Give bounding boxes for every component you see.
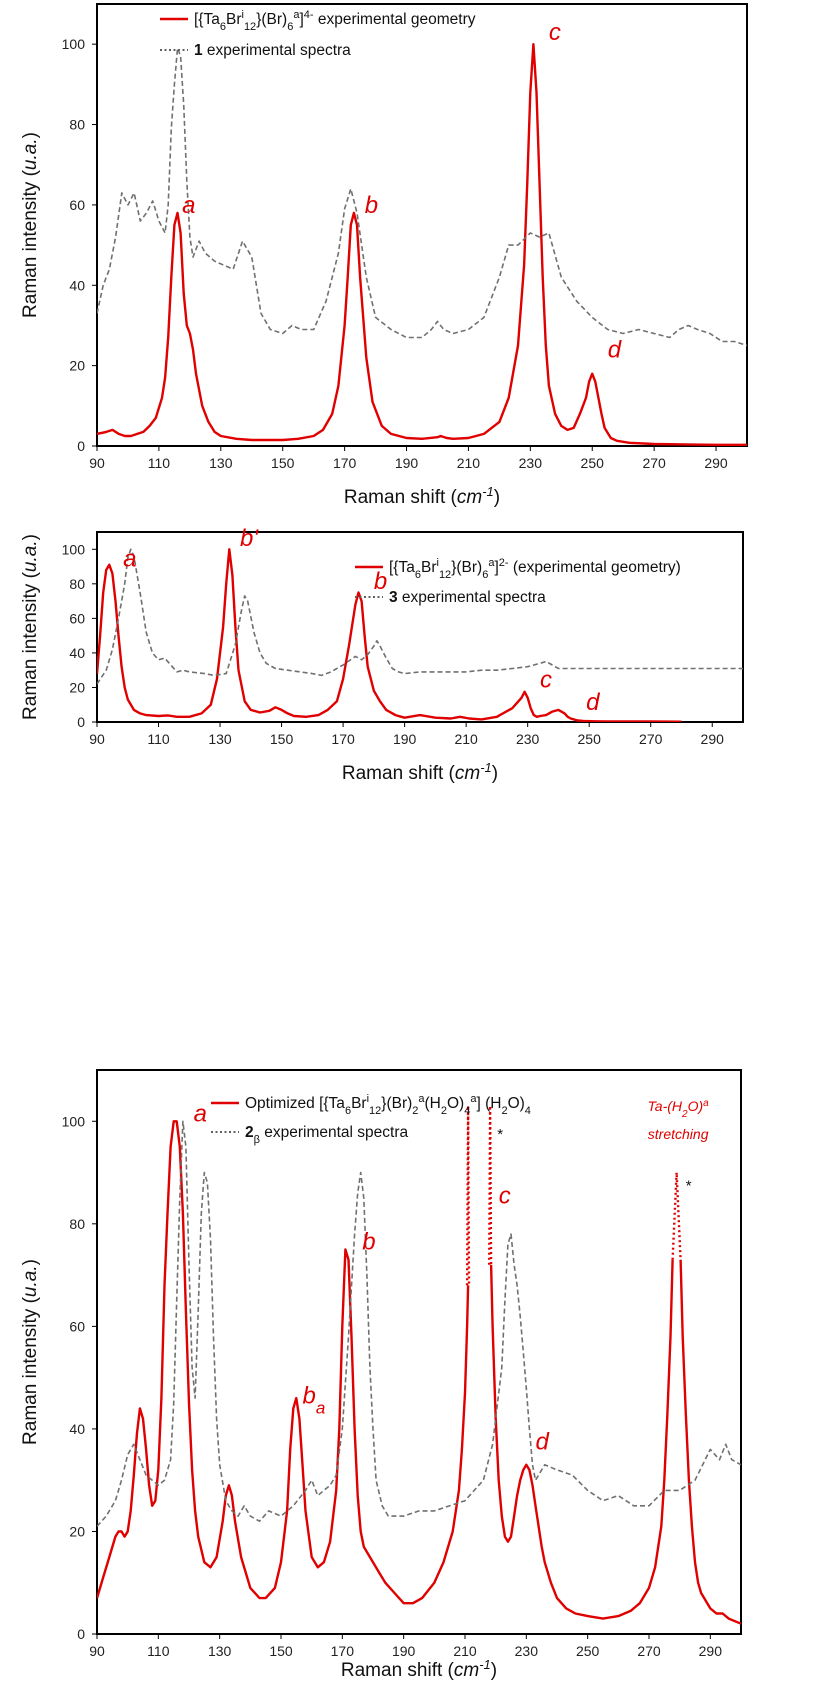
series-line-2 [489, 1259, 674, 1620]
annotation-stretching: stretching [648, 1126, 709, 1142]
peak-label: a [194, 1100, 207, 1127]
x-tick-label: 190 [392, 1643, 416, 1659]
plot-frame [96, 3, 748, 447]
y-tick-label: 100 [62, 36, 86, 52]
y-axis-title: Raman intensity (u.a.) [20, 1259, 41, 1445]
y-axis-title: Raman intensity (u.a.) [20, 132, 41, 318]
series-line-1 [97, 1120, 470, 1605]
y-tick-label: 60 [69, 1318, 85, 1334]
peak-label: c [549, 19, 561, 46]
series-line-3 [679, 1259, 741, 1625]
chart-panel-2: 90 110 130 150 170 190 210 230 250 270 290 0 20 40 60 8… [20, 525, 744, 785]
x-tick-label: 290 [699, 1643, 723, 1659]
chart-panel-3: 90 110 130 150 170 190 210 230 250 270 290 0 20 40 60 8… [20, 1069, 742, 1682]
y-tick-label: 100 [62, 541, 86, 557]
x-tick-label: 230 [519, 455, 543, 471]
legend-entry: 1 experimental spectra [194, 42, 351, 59]
asterisk-marker: * [497, 1126, 503, 1143]
peak-label: ba [302, 1382, 325, 1417]
y-tick-label: 0 [77, 1626, 85, 1642]
peak-label: a [123, 546, 136, 573]
y-tick-label: 20 [69, 679, 85, 695]
x-tick-label: 230 [516, 731, 540, 747]
x-axis-title: Raman shift (cm-1) [341, 1657, 497, 1682]
x-axis-title: Raman shift (cm-1) [344, 484, 500, 509]
x-tick-label: 190 [395, 455, 419, 471]
peak-label: c [540, 666, 552, 693]
y-axis-title: Raman intensity (u.a.) [20, 534, 41, 720]
peak-label: b [365, 192, 378, 219]
y-tick-label: 60 [69, 610, 85, 626]
x-tick-label: 110 [147, 731, 170, 747]
legend-entry: [{Ta6Bri12}(Br)6a]4- experimental geomet… [194, 9, 476, 33]
chart-panel-1: 90 110 130 150 170 190 210 230 250 270 290 0 20 40 60 8… [20, 3, 748, 509]
series-line-6 [671, 1171, 682, 1260]
peak-label: c [499, 1182, 511, 1209]
y-tick-label: 0 [77, 714, 85, 730]
y-tick-label: 60 [69, 197, 85, 213]
x-tick-label: 290 [704, 455, 728, 471]
series-line-5 [488, 1104, 493, 1265]
x-tick-label: 170 [333, 455, 357, 471]
series-line-7 [97, 1120, 741, 1527]
x-tick-label: 90 [89, 455, 105, 471]
y-tick-label: 0 [77, 438, 85, 454]
x-tick-label: 230 [515, 1643, 539, 1659]
asterisk-marker: * [686, 1177, 692, 1194]
x-tick-label: 150 [269, 1643, 293, 1659]
peak-label: b' [240, 525, 259, 552]
x-tick-label: 270 [639, 731, 663, 747]
x-tick-label: 250 [581, 455, 605, 471]
x-tick-label: 130 [209, 455, 233, 471]
x-tick-label: 190 [393, 731, 417, 747]
peak-label: a [182, 192, 195, 219]
x-axis-title: Raman shift (cm-1) [342, 760, 498, 785]
legend-entry: 2β experimental spectra [245, 1124, 409, 1146]
x-tick-label: 150 [270, 731, 294, 747]
x-tick-label: 290 [701, 731, 725, 747]
y-tick-label: 80 [69, 117, 85, 133]
y-tick-label: 40 [69, 277, 85, 293]
y-tick-label: 40 [69, 1421, 85, 1437]
x-tick-label: 170 [331, 1643, 355, 1659]
peak-label: b [362, 1228, 375, 1255]
y-tick-label: 80 [69, 1216, 85, 1232]
x-tick-label: 130 [208, 1643, 232, 1659]
x-tick-label: 210 [454, 731, 478, 747]
series-line-2 [97, 548, 743, 685]
legend-entry: Optimized [{Ta6Bri12}(Br)2a(H2O)4a] (H2O… [245, 1093, 531, 1117]
annotation-ta-h2o: Ta-(H2O)a [648, 1098, 710, 1120]
y-tick-label: 20 [69, 1523, 85, 1539]
y-tick-label: 20 [69, 358, 85, 374]
x-tick-label: 110 [147, 1643, 170, 1659]
plot-frame [96, 1069, 742, 1635]
y-tick-label: 40 [69, 645, 85, 661]
x-tick-label: 90 [89, 731, 105, 747]
legend-entry: [{Ta6Bri12}(Br)6a]2- (experimental geome… [389, 557, 681, 581]
series-line-1 [97, 43, 747, 446]
series-line-1 [97, 548, 682, 722]
peak-label: d [608, 337, 622, 364]
x-tick-label: 110 [148, 455, 171, 471]
y-tick-label: 80 [69, 576, 85, 592]
x-tick-label: 270 [637, 1643, 661, 1659]
x-tick-label: 210 [453, 1643, 477, 1659]
y-tick-label: 100 [62, 1113, 86, 1129]
x-tick-label: 270 [642, 455, 666, 471]
x-tick-label: 150 [271, 455, 295, 471]
peak-label: d [536, 1428, 550, 1455]
legend-entry: 3 experimental spectra [389, 589, 546, 606]
x-tick-label: 250 [576, 1643, 600, 1659]
plot-frame [96, 531, 744, 723]
x-tick-label: 210 [457, 455, 481, 471]
peak-label: b [374, 568, 387, 595]
series-line-4 [465, 1104, 471, 1286]
x-tick-label: 130 [208, 731, 232, 747]
x-tick-label: 250 [578, 731, 602, 747]
x-tick-label: 90 [89, 1643, 105, 1659]
series-line-2 [97, 47, 747, 347]
peak-label: d [586, 689, 600, 716]
x-tick-label: 170 [331, 731, 355, 747]
